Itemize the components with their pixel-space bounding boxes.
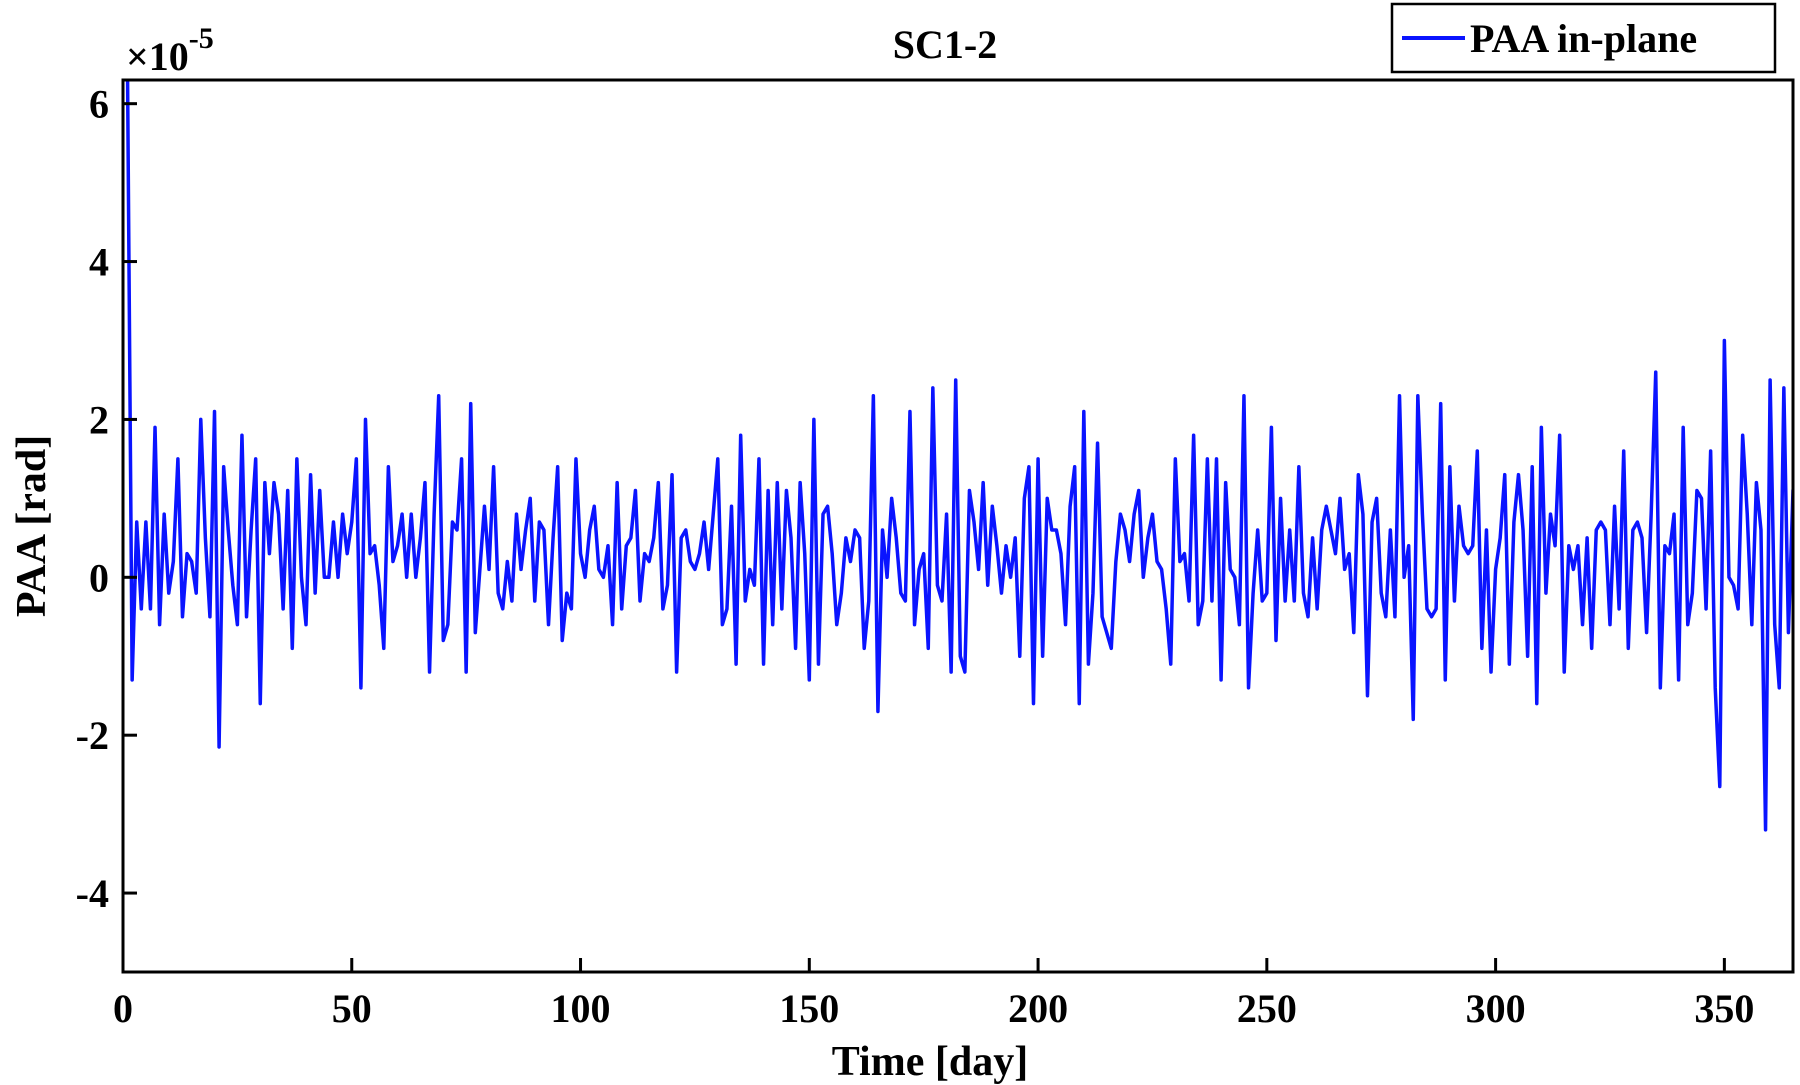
y-tick-label: 0 <box>89 555 109 600</box>
legend: PAA in-plane <box>1390 2 1777 74</box>
plot-frame <box>121 78 1795 974</box>
x-tick-label: 100 <box>551 986 611 1031</box>
x-tick-label: 0 <box>113 986 133 1031</box>
x-tick-label: 350 <box>1694 986 1754 1031</box>
x-ticks: 0 50 100 150 200 250 300 350 <box>113 958 1754 1031</box>
y-tick-label: -2 <box>76 713 109 758</box>
y-ticks: -4 -2 0 2 4 6 <box>76 82 137 916</box>
legend-label-paa-in-plane: PAA in-plane <box>1470 16 1697 61</box>
x-axis-label: Time [day] <box>832 1039 1028 1085</box>
exponent-power: -5 <box>189 22 214 55</box>
series-line-0 <box>125 80 1793 832</box>
x-tick-label: 300 <box>1466 986 1526 1031</box>
exponent-prefix: ×10 <box>126 34 189 79</box>
exponent-label: ×10-5 <box>126 22 214 79</box>
y-tick-label: 4 <box>89 240 109 285</box>
x-tick-label: 150 <box>779 986 839 1031</box>
y-axis-label: PAA [rad] <box>9 435 55 617</box>
y-tick-label: -4 <box>76 871 109 916</box>
y-tick-label: 2 <box>89 397 109 442</box>
series-layer <box>125 80 1793 832</box>
x-tick-label: 200 <box>1008 986 1068 1031</box>
x-tick-label: 50 <box>332 986 372 1031</box>
y-tick-label: 6 <box>89 82 109 127</box>
x-tick-label: 250 <box>1237 986 1297 1031</box>
chart-title: SC1-2 <box>893 22 997 67</box>
